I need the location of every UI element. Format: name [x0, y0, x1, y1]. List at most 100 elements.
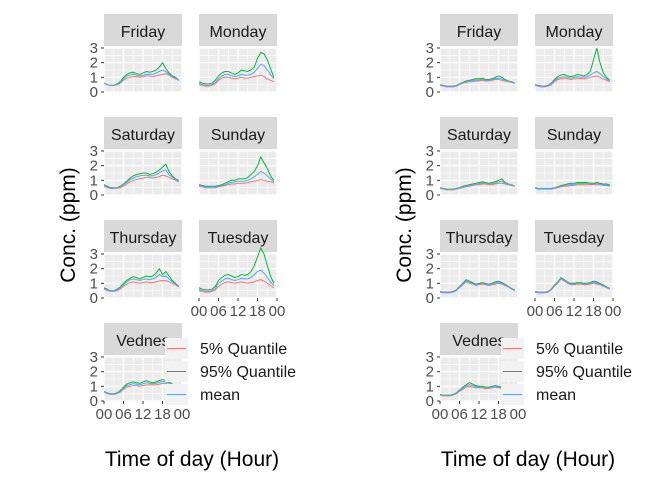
- facet-strip: [104, 117, 182, 149]
- series-line: [198, 246, 275, 291]
- series-line: [198, 279, 275, 293]
- x-tick-label: 00: [510, 406, 527, 423]
- facet-label: Thursday: [110, 230, 177, 247]
- y-tick-label: 0: [90, 393, 98, 410]
- facet-panel: Monday: [534, 14, 614, 93]
- facet-panel: Sunday: [198, 117, 278, 196]
- y-tick-label: 0: [90, 187, 98, 204]
- facet-label: Friday: [121, 24, 165, 41]
- legend-label: mean: [536, 387, 576, 404]
- facet-strip: [199, 117, 277, 149]
- series-line: [534, 183, 610, 190]
- y-tick-label: 3: [426, 143, 434, 160]
- y-tick-label: 0: [90, 290, 98, 307]
- series-line: [198, 74, 274, 87]
- y-tick-label: 0: [426, 187, 434, 204]
- y-tick-label: 1: [426, 275, 434, 292]
- series-line: [103, 381, 180, 395]
- legend-label: 5% Quantile: [536, 341, 623, 358]
- series-line: [103, 174, 180, 189]
- y-tick-label: 2: [426, 55, 434, 72]
- y-tick-label: 0: [426, 393, 434, 410]
- y-tick-label: 2: [426, 364, 434, 381]
- y-tick-label: 1: [90, 378, 98, 395]
- y-tick-label: 0: [426, 84, 434, 101]
- facet-label: Friday: [457, 24, 501, 41]
- legend-label: 95% Quantile: [200, 364, 296, 381]
- facet-strip: [199, 14, 277, 46]
- y-tick-label: 2: [90, 364, 98, 381]
- x-tick-label: 00: [96, 406, 113, 423]
- x-tick-label: 18: [154, 406, 171, 423]
- y-tick-label: 1: [90, 275, 98, 292]
- facet-panel: Sunday: [534, 117, 614, 196]
- series-line: [198, 51, 275, 85]
- y-tick-label: 3: [426, 40, 434, 57]
- y-tick-label: 3: [90, 40, 98, 57]
- x-tick-label: 12: [230, 303, 247, 320]
- facet-strip: [104, 14, 182, 46]
- facet-strip: [199, 220, 277, 252]
- x-tick-label: 00: [527, 303, 544, 320]
- x-tick-label: 12: [566, 303, 583, 320]
- x-tick-label: 12: [135, 406, 152, 423]
- series-line: [198, 269, 275, 292]
- series-line: [103, 169, 180, 189]
- x-tick-label: 00: [432, 406, 449, 423]
- x-tick-label: 06: [115, 406, 132, 423]
- facet-label: Monday: [210, 24, 267, 41]
- facet-panel: Monday: [198, 14, 278, 93]
- facet-strip: [440, 14, 518, 46]
- x-tick-label: 00: [174, 406, 191, 423]
- x-tick-label: 18: [490, 406, 507, 423]
- y-tick-label: 2: [90, 158, 98, 175]
- x-tick-label: 00: [605, 303, 622, 320]
- series-line: [103, 267, 180, 292]
- legend-label: 95% Quantile: [536, 364, 632, 381]
- y-tick-label: 1: [426, 69, 434, 86]
- series-line: [103, 61, 180, 86]
- legend: 5% Quantile 95% Quantile mean: [165, 338, 296, 405]
- x-tick-label: 06: [451, 406, 468, 423]
- series-line: [534, 70, 611, 87]
- facet-strip: [104, 220, 182, 252]
- facet-strip: [535, 14, 613, 46]
- facet-strip: [535, 220, 613, 252]
- facet-label: Sunday: [211, 127, 265, 144]
- series-line: [439, 180, 515, 190]
- facet-label: Sunday: [547, 127, 601, 144]
- y-tick-label: 3: [426, 246, 434, 263]
- series-line: [439, 280, 516, 293]
- x-tick-label: 18: [585, 303, 602, 320]
- series-line: [103, 279, 180, 292]
- legend-label: mean: [200, 387, 240, 404]
- chart-1: Friday0123MondaySaturday0123SundayThursd…: [57, 14, 296, 471]
- y-tick-label: 2: [426, 261, 434, 278]
- series-line: [103, 69, 180, 86]
- x-tick-label: 06: [210, 303, 227, 320]
- legend-label: 5% Quantile: [200, 341, 287, 358]
- facet-strip: [440, 220, 518, 252]
- y-tick-label: 2: [90, 55, 98, 72]
- series-line: [198, 63, 275, 86]
- x-tick-label: 06: [546, 303, 563, 320]
- y-axis-title: Conc. (ppm): [57, 167, 80, 283]
- y-tick-label: 0: [426, 290, 434, 307]
- facet-label: Tuesday: [544, 230, 605, 247]
- facet-label: Vednes: [116, 333, 169, 350]
- y-axis-title: Conc. (ppm): [393, 167, 416, 283]
- facet-strip: [535, 117, 613, 149]
- facet-label: Saturday: [447, 127, 511, 144]
- facet-label: Vednes: [452, 333, 505, 350]
- series-line: [198, 155, 275, 187]
- y-tick-label: 1: [426, 378, 434, 395]
- x-axis-title: Time of day (Hour): [441, 448, 615, 471]
- x-tick-label: 18: [249, 303, 266, 320]
- y-tick-label: 2: [426, 158, 434, 175]
- y-tick-label: 1: [426, 172, 434, 189]
